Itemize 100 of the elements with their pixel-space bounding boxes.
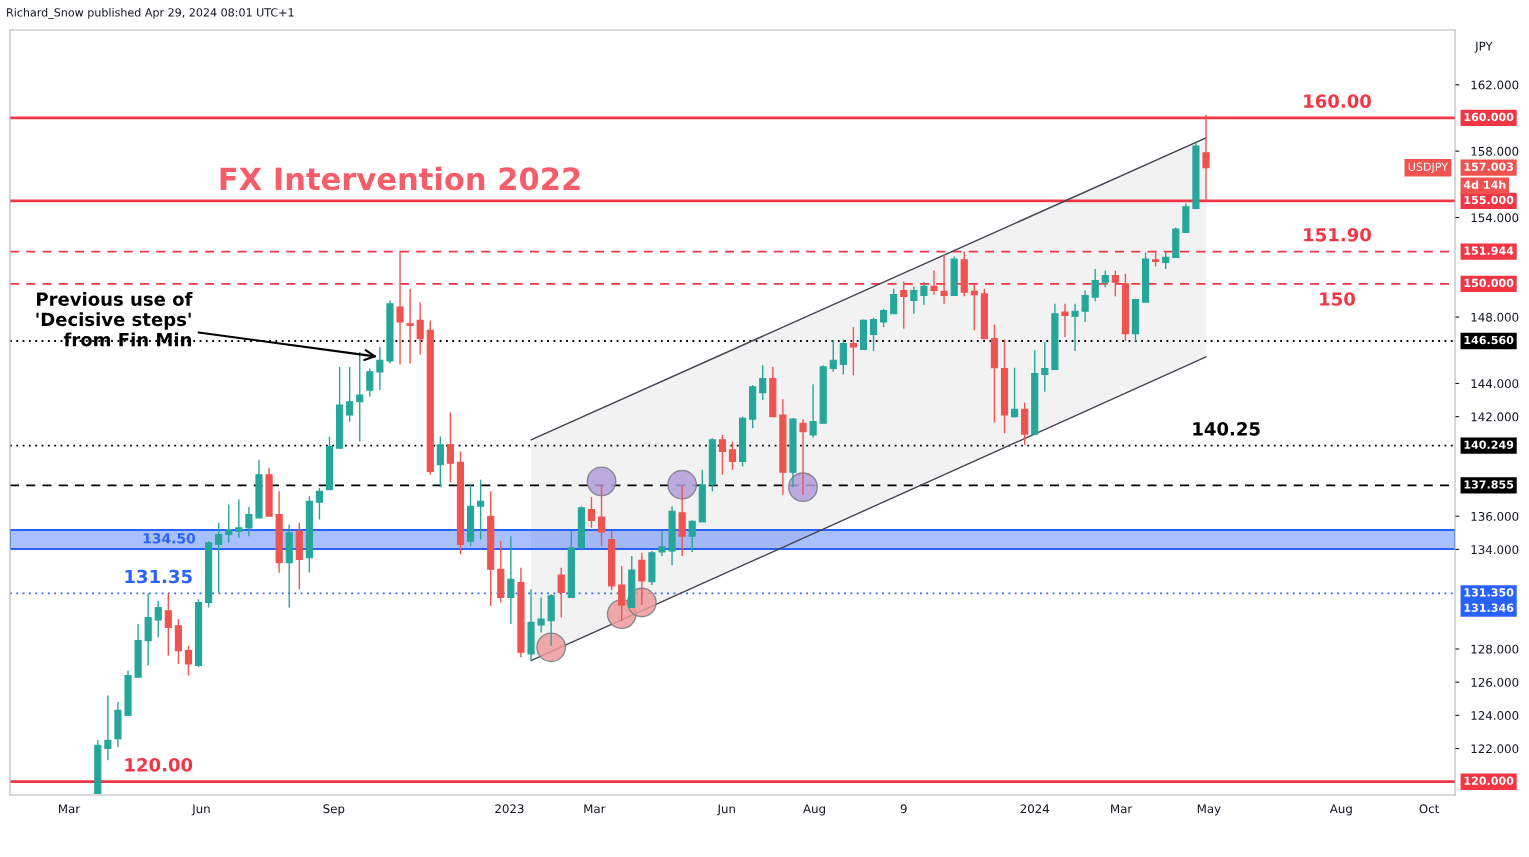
ref-line-label: 150.000 xyxy=(1464,278,1514,288)
candlestick xyxy=(940,254,948,305)
candlestick xyxy=(164,592,172,657)
candlestick xyxy=(890,288,898,315)
candlestick xyxy=(315,487,324,521)
y-tick-label: 136.000 xyxy=(1471,511,1519,521)
candlestick xyxy=(809,383,817,439)
candlestick xyxy=(346,366,354,423)
candlestick xyxy=(1061,303,1069,338)
chart-title: Richard_Snow published Apr 29, 2024 08:01 UTC+1 xyxy=(7,8,294,20)
ref-line-label: 131.350 xyxy=(1464,588,1514,597)
candlestick xyxy=(920,281,928,306)
candlestick xyxy=(366,367,374,398)
candlestick xyxy=(1081,289,1089,323)
candlestick xyxy=(1091,268,1099,303)
annotation: 150 xyxy=(1320,292,1355,306)
candlestick xyxy=(1111,269,1119,298)
ref-line-label: 120.000 xyxy=(1464,776,1514,785)
candlestick xyxy=(144,592,152,667)
candlestick xyxy=(597,483,606,547)
candlestick xyxy=(245,506,253,537)
candlestick xyxy=(406,288,414,365)
x-tick-label: Mar xyxy=(584,804,606,814)
candlestick xyxy=(718,434,727,476)
x-tick-label: 2023 xyxy=(495,804,524,814)
y-tick-label: 124.000 xyxy=(1471,711,1519,720)
ref-line-label: 151.944 xyxy=(1464,246,1514,255)
candlestick xyxy=(1041,341,1049,393)
y-tick-label: 148.000 xyxy=(1471,312,1519,322)
candlestick xyxy=(1071,303,1079,352)
ref-line-label: 140.249 xyxy=(1464,440,1514,449)
candlestick xyxy=(477,479,485,541)
candlestick xyxy=(507,535,515,625)
candlestick xyxy=(154,600,162,639)
candlestick xyxy=(1202,113,1210,202)
text: 157.003 xyxy=(1464,162,1514,171)
y-tick-label: 142.000 xyxy=(1471,412,1519,422)
point xyxy=(586,466,617,497)
candlestick xyxy=(235,498,243,539)
candlestick xyxy=(557,566,565,619)
candlestick xyxy=(678,485,686,557)
y-axis-title: JPY xyxy=(1474,41,1493,53)
annotation: FX Intervention 2022 xyxy=(220,166,580,191)
x-tick-label: Sep xyxy=(323,804,345,816)
candlestick xyxy=(376,346,384,391)
text: 131.346 xyxy=(1464,603,1514,612)
ref-line-label: 137.855 xyxy=(1464,480,1514,489)
candlestick xyxy=(880,308,888,328)
annotation: 120.00 xyxy=(125,758,193,772)
candlestick xyxy=(215,522,223,594)
band-label: 134.50 xyxy=(143,533,196,544)
point xyxy=(536,632,567,663)
annotation: 151.90 xyxy=(1304,227,1371,242)
y-tick-label: 144.000 xyxy=(1471,379,1519,389)
x-tick-label: May xyxy=(1197,804,1221,816)
candlestick xyxy=(225,503,233,544)
candlestick xyxy=(1011,367,1019,419)
x-tick-label: Jun xyxy=(191,804,210,816)
annotation: 160.00 xyxy=(1304,94,1371,108)
candlestick xyxy=(658,530,666,557)
x-tick-label: Jun xyxy=(716,804,735,816)
candlestick xyxy=(849,326,857,376)
x-tick-label: Oct xyxy=(1419,804,1440,814)
y-tick-label: 134.000 xyxy=(1471,545,1519,555)
point xyxy=(788,472,818,503)
annotation: 131.35 xyxy=(125,569,192,584)
ref-line-label: 160.000 xyxy=(1464,112,1514,122)
y-tick-label: 162.000 xyxy=(1471,80,1519,90)
candlestick xyxy=(900,280,908,330)
candlestick xyxy=(910,285,918,315)
candlestick xyxy=(436,435,444,488)
point xyxy=(667,469,698,500)
x-tick-label: 2024 xyxy=(1020,804,1050,814)
ref-line-label: 155.000 xyxy=(1464,195,1514,205)
candlestick xyxy=(537,596,545,634)
y-tick-label: 126.000 xyxy=(1471,677,1519,687)
candlestick xyxy=(759,364,767,401)
x-tick-label: Mar xyxy=(59,804,81,814)
x-tick-label: Mar xyxy=(1111,804,1133,814)
candlestick xyxy=(930,269,938,296)
x-tick-label: 9 xyxy=(900,804,907,814)
candlestick xyxy=(839,338,847,376)
candlestick xyxy=(104,694,112,761)
candlestick xyxy=(638,552,646,606)
candlestick xyxy=(356,351,364,443)
y-tick-label: 122.000 xyxy=(1471,744,1519,754)
ref-line-label: 146.560 xyxy=(1464,335,1514,345)
annotation: Previous use of 'Decisive steps' from Fin Min xyxy=(36,291,193,347)
candlestick xyxy=(446,411,454,483)
candlestick xyxy=(688,519,696,553)
text: 4d 14h xyxy=(1463,180,1506,189)
x-tick-label: Aug xyxy=(803,804,825,816)
candlestick xyxy=(869,317,878,352)
y-tick-label: 158.000 xyxy=(1471,146,1519,156)
candlestick xyxy=(799,418,807,496)
annotation: USDJPY xyxy=(1408,162,1449,173)
candlestick xyxy=(587,496,596,529)
candlestick xyxy=(184,644,193,677)
annotation: 140.25 xyxy=(1193,422,1260,436)
y-tick-label: 128.000 xyxy=(1471,644,1519,654)
